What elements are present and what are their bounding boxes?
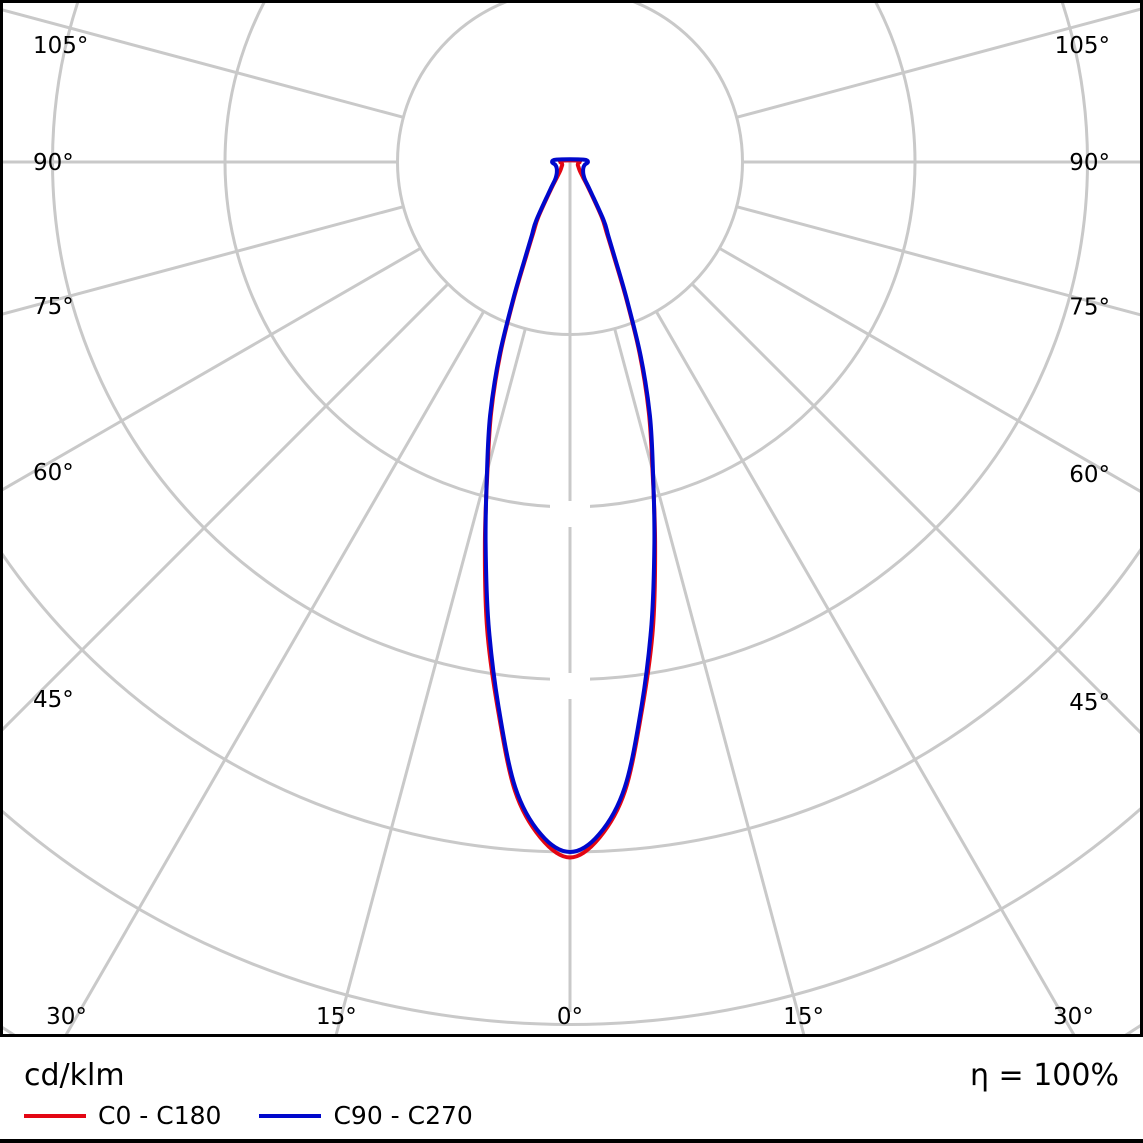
legend-label-c90-c270: C90 - C270 (333, 1101, 473, 1130)
polar-chart-frame: 0° 15° 15° 30° 30° 45° 45° 60° 60° 75° 75° 90° 90° 10… (0, 0, 1143, 1037)
grid-ray (3, 282, 450, 732)
legend-label-c0-c180: C0 - C180 (98, 1101, 222, 1130)
grid-ray (736, 205, 1140, 317)
angle-label: 0° (557, 1004, 583, 1030)
legend-item-c0-c180: C0 - C180 (24, 1101, 221, 1130)
angle-label: 30° (46, 1004, 87, 1030)
grid-circle (3, 807, 1140, 1026)
angle-label: 30° (1053, 1004, 1094, 1030)
unit-label: cd/klm (24, 1058, 125, 1093)
grid-ray (613, 328, 806, 1034)
footer-top-row: cd/klm η = 100% (24, 1059, 1119, 1092)
angle-label: 15° (783, 1004, 824, 1030)
angle-label: 90° (33, 150, 74, 176)
polar-intensity-chart: 0° 15° 15° 30° 30° 45° 45° 60° 60° 75° 75° 90° 90° 10… (3, 3, 1140, 1034)
grid-ray (718, 246, 1140, 493)
angle-label: 105° (33, 33, 88, 59)
legend-line-sample-red (24, 1113, 86, 1118)
angle-label: 45° (1069, 690, 1110, 716)
grid-ray (3, 8, 404, 119)
legend-line-sample-blue (259, 1113, 322, 1118)
grid-ray (64, 310, 486, 1034)
angle-label: 90° (1069, 150, 1110, 176)
curve-c90-c270 (483, 157, 657, 854)
angle-label: 45° (33, 687, 74, 713)
axis-scale-gap (550, 501, 590, 527)
angle-label: 105° (1055, 33, 1110, 59)
grid-ray (3, 205, 404, 316)
legend: C0 - C180 C90 - C270 (24, 1101, 1119, 1130)
efficiency-value: η = 100% (970, 1058, 1119, 1093)
grid-ray (3, 246, 422, 492)
angle-label: 15° (316, 1004, 357, 1030)
bottom-divider (0, 1139, 1143, 1143)
angle-label: 75° (33, 294, 74, 320)
angle-label: 60° (33, 460, 74, 486)
grid-ray (690, 282, 1140, 735)
grid-ray (334, 328, 527, 1034)
angle-label: 60° (1069, 462, 1110, 488)
angle-label: 75° (1069, 295, 1110, 321)
axis-scale-gap (550, 673, 590, 699)
chart-footer: cd/klm η = 100% C0 - C180 C90 - C270 (0, 1037, 1143, 1143)
legend-item-c90-c270: C90 - C270 (259, 1101, 473, 1130)
grid-ray (736, 7, 1140, 119)
grid-ray (654, 310, 1076, 1034)
